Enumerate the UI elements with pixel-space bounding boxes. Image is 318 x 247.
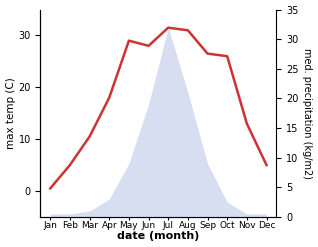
Y-axis label: max temp (C): max temp (C) (5, 77, 16, 149)
X-axis label: date (month): date (month) (117, 231, 200, 242)
Y-axis label: med. precipitation (kg/m2): med. precipitation (kg/m2) (302, 48, 313, 179)
